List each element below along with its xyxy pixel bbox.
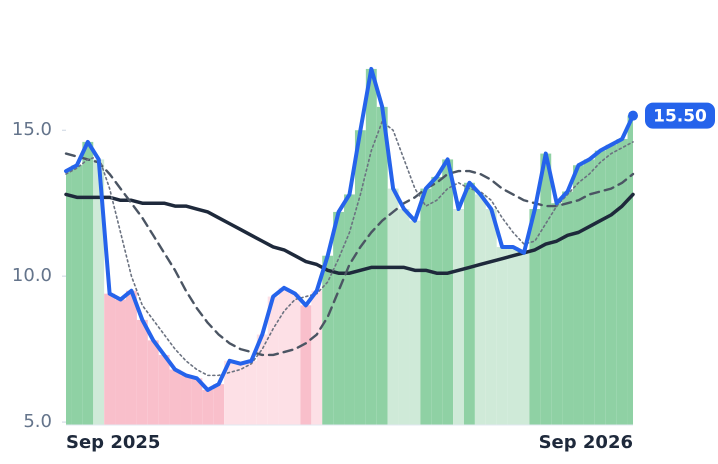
y-tick-label: 15.0 — [12, 119, 52, 140]
area-band — [71, 165, 83, 426]
area-band — [420, 188, 432, 425]
area-band — [496, 246, 508, 425]
area-band — [485, 209, 497, 425]
area-band — [235, 363, 246, 425]
area-band — [245, 360, 257, 425]
area-band — [158, 354, 170, 425]
area-band — [562, 191, 574, 425]
area-band — [115, 299, 126, 425]
area-band — [66, 171, 72, 425]
last-value-label: 15.50 — [653, 107, 707, 127]
area-band — [573, 165, 584, 426]
area-band — [322, 255, 334, 425]
area-band — [289, 293, 301, 425]
area-band — [616, 138, 628, 426]
area-band — [365, 68, 377, 426]
area-band — [507, 246, 519, 425]
area-band — [518, 252, 530, 425]
area-band — [453, 209, 464, 425]
area-band — [93, 159, 105, 426]
area-band — [169, 369, 181, 425]
area-band — [474, 194, 486, 425]
last-point — [628, 110, 638, 121]
area-band — [387, 188, 399, 425]
area-band — [311, 290, 323, 425]
area-band — [104, 293, 116, 425]
y-tick-label: 5.0 — [23, 411, 52, 432]
area-band — [82, 141, 94, 426]
area-band — [300, 305, 312, 425]
area-band — [333, 211, 345, 425]
area-band — [344, 194, 355, 425]
last-value-badge — [645, 102, 715, 129]
area-band — [180, 375, 192, 425]
area-band — [605, 144, 617, 426]
area-band — [224, 360, 236, 425]
x-tick-label: Sep 2025 — [66, 432, 160, 453]
area-band — [256, 334, 268, 425]
area-band — [147, 340, 159, 425]
area-band — [463, 182, 475, 425]
area-band — [191, 378, 203, 425]
area-band — [540, 153, 552, 426]
area-band — [136, 319, 148, 425]
area-band — [278, 287, 290, 425]
area-band — [267, 296, 279, 425]
y-tick-label: 10.0 — [12, 265, 52, 286]
area-band — [409, 220, 421, 425]
area-band — [551, 203, 563, 425]
area-band — [594, 150, 606, 426]
area-band — [627, 115, 633, 426]
area-band — [529, 209, 541, 425]
area-band — [202, 389, 214, 425]
area-band — [213, 384, 225, 425]
series-line — [64, 192, 635, 275]
area-band — [442, 159, 454, 426]
series-line — [64, 66, 635, 392]
area-band — [583, 159, 595, 426]
area-band — [354, 130, 366, 426]
area-band — [431, 176, 443, 425]
area-band — [398, 209, 410, 425]
area-band — [125, 290, 137, 425]
series-line — [65, 120, 634, 377]
x-tick-label: Sep 2026 — [539, 432, 633, 453]
series-line — [64, 152, 635, 357]
